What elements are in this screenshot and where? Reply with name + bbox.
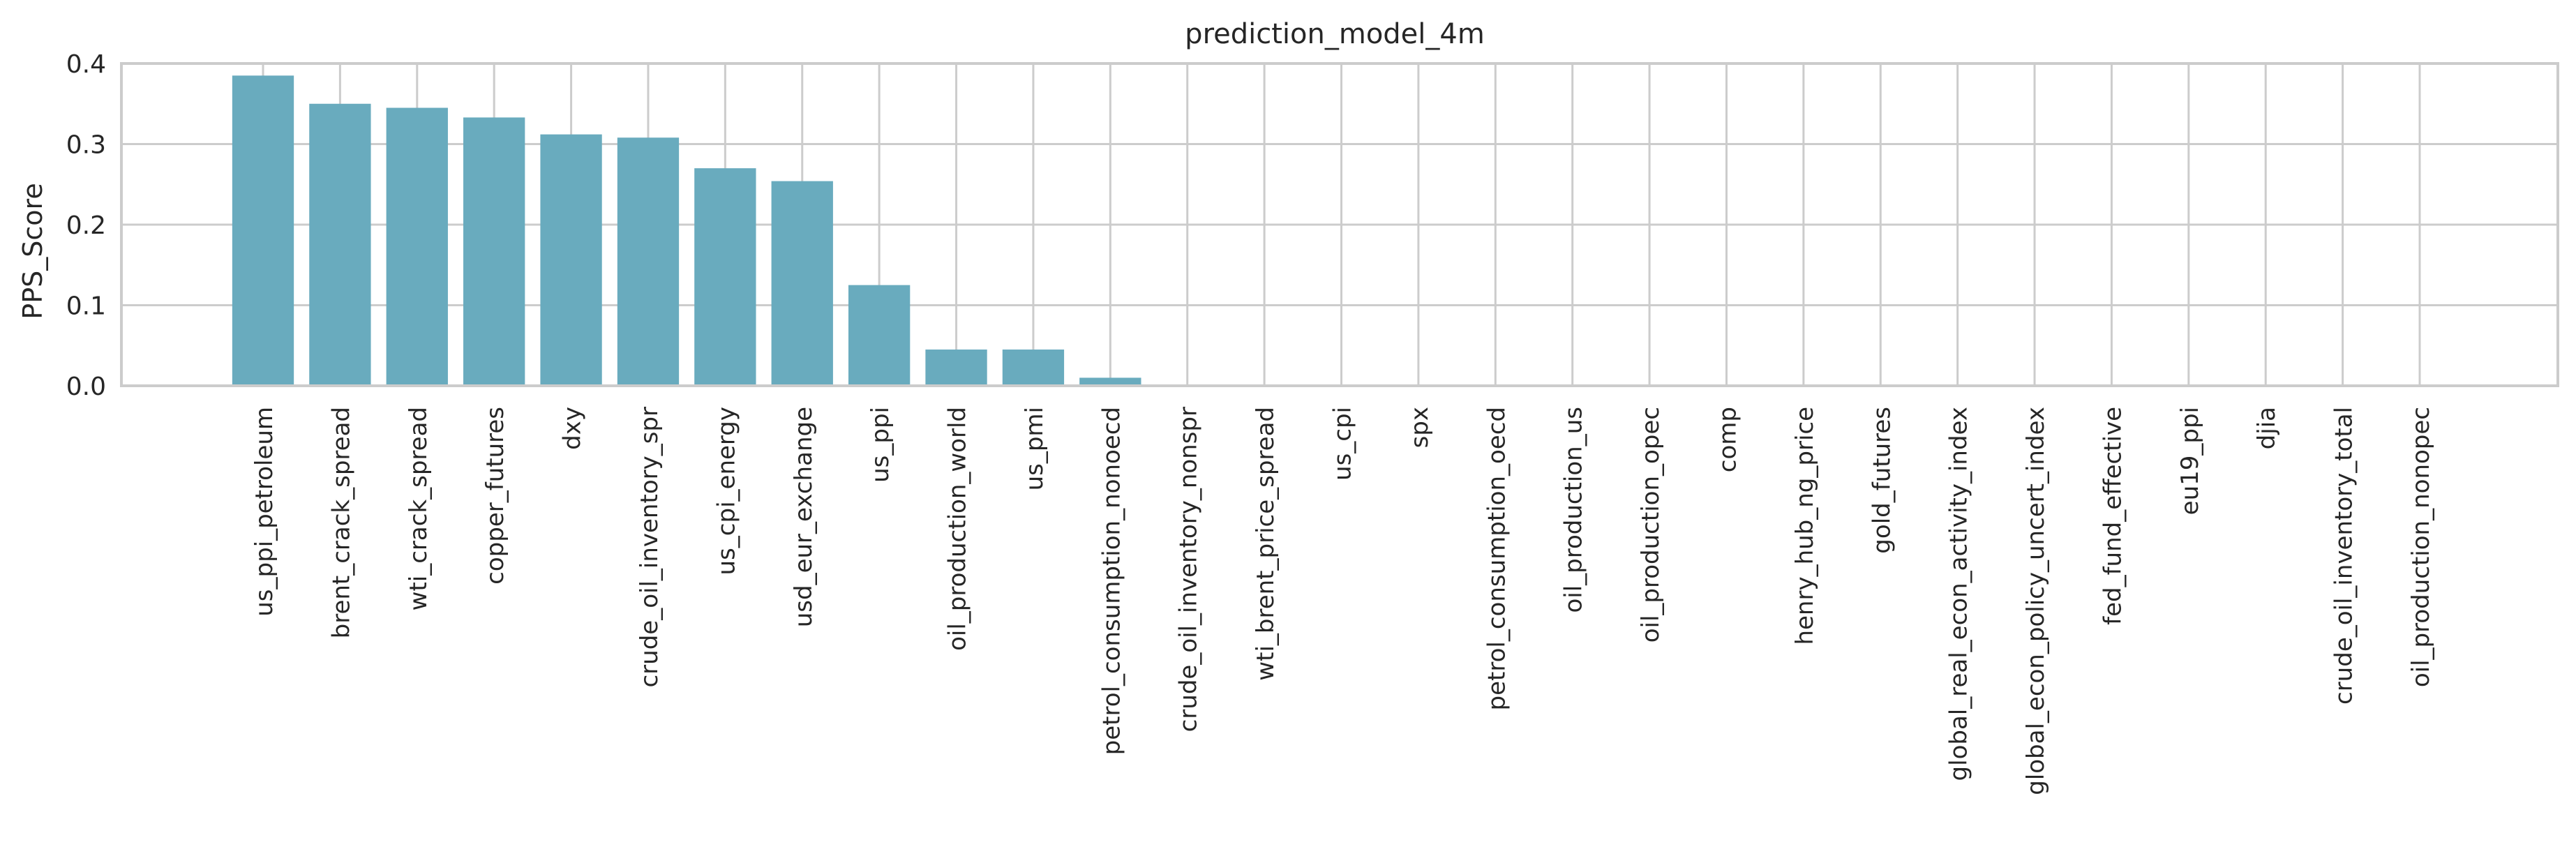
x-tick-label: spx xyxy=(1406,407,1434,448)
y-axis-label: PPS_Score xyxy=(17,183,48,319)
x-tick-label: crude_oil_inventory_spr xyxy=(636,407,664,688)
x-tick-label: us_cpi_energy xyxy=(712,407,740,575)
x-tick-label: eu19_ppi xyxy=(2176,407,2204,515)
x-tick-label: henry_hub_ng_price xyxy=(1791,407,1819,645)
x-tick-label: petrol_consumption_oecd xyxy=(1483,407,1511,710)
bar xyxy=(617,137,680,386)
chart-title: prediction_model_4m xyxy=(1185,18,1485,50)
y-tick-label: 0.4 xyxy=(66,50,106,79)
bar xyxy=(463,117,525,386)
bar xyxy=(232,75,294,386)
bar xyxy=(694,168,756,386)
x-tick-label: petrol_consumption_nonoecd xyxy=(1098,407,1125,755)
x-tick-labels: us_ppi_petroleum brent_crack_spread wti_cr… xyxy=(250,407,2435,795)
x-tick-label: oil_production_opec xyxy=(1637,407,1665,643)
x-tick-label: oil_production_us xyxy=(1560,407,1588,613)
bar xyxy=(1002,350,1065,386)
x-tick-label: oil_production_nonopec xyxy=(2407,407,2435,687)
x-tick-label: comp xyxy=(1714,407,1742,472)
x-tick-label: us_ppi xyxy=(867,407,894,483)
bar xyxy=(848,285,911,386)
y-tick-label: 0.2 xyxy=(66,211,106,240)
x-tick-label: dxy xyxy=(559,407,587,450)
bar xyxy=(925,350,987,386)
x-tick-label: gold_futures xyxy=(1868,407,1896,554)
bar xyxy=(386,107,448,386)
x-tick-label: oil_production_world xyxy=(944,407,972,651)
y-tick-label: 0.3 xyxy=(66,131,106,160)
x-tick-label: crude_oil_inventory_nonspr xyxy=(1175,407,1203,732)
x-tick-label: crude_oil_inventory_total xyxy=(2330,407,2358,705)
x-tick-label: djia xyxy=(2253,407,2281,449)
y-tick-label: 0.0 xyxy=(66,373,106,401)
x-tick-label: fed_fund_effective xyxy=(2099,407,2127,625)
x-tick-label: wti_crack_spread xyxy=(405,407,433,610)
x-tick-label: copper_futures xyxy=(481,407,509,585)
bar xyxy=(771,181,833,386)
plot-frame xyxy=(120,62,2559,387)
x-tick-label: global_econ_policy_uncert_index xyxy=(2022,407,2050,795)
x-tick-label: us_cpi xyxy=(1329,407,1357,481)
x-tick-label: us_ppi_petroleum xyxy=(250,407,278,617)
bars xyxy=(232,75,1141,386)
x-tick-label: brent_crack_spread xyxy=(327,407,355,638)
x-tick-label: global_real_econ_activity_index xyxy=(1945,407,1973,781)
bar xyxy=(1079,377,1141,386)
bar xyxy=(309,103,371,386)
x-tick-label: usd_eur_exchange xyxy=(790,407,818,627)
y-tick-label: 0.1 xyxy=(66,292,106,321)
y-tick-labels: 0.0 0.1 0.2 0.3 0.4 xyxy=(66,50,106,401)
x-tick-label: us_pmi xyxy=(1021,407,1049,490)
x-tick-label: wti_brent_price_spread xyxy=(1252,407,1280,681)
bar xyxy=(540,134,602,386)
